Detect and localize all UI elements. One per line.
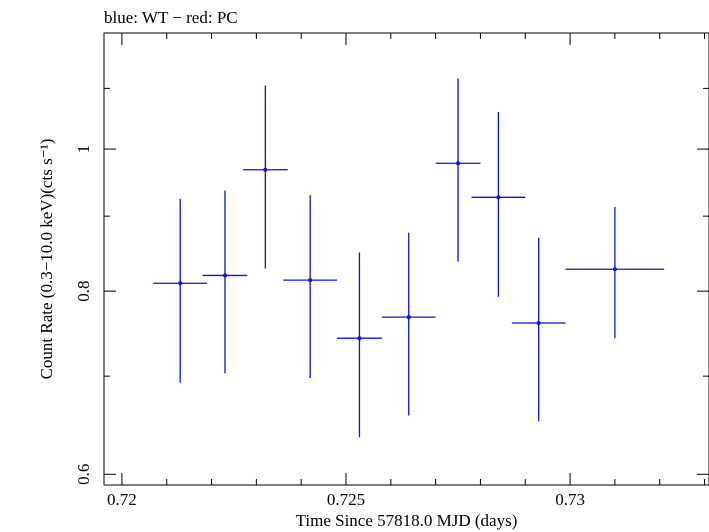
data-point — [202, 190, 248, 374]
data-marker — [456, 161, 461, 166]
data-marker — [406, 315, 411, 320]
y-tick-label: 1 — [74, 145, 93, 154]
y-tick-label: 0.6 — [74, 464, 93, 485]
x-axis-label: Time Since 57818.0 MJD (days) — [296, 511, 518, 530]
y-axis-label: Count Rate (0.3−10.0 keV)(cts s⁻¹) — [37, 139, 56, 380]
plot-frame — [103, 32, 709, 486]
data-point — [435, 78, 481, 262]
data-point — [242, 85, 288, 269]
x-tick-label: 0.725 — [327, 490, 365, 509]
data-point — [381, 232, 436, 416]
data-point — [565, 207, 665, 339]
data-marker — [223, 273, 227, 278]
data-marker — [536, 320, 541, 325]
data-point — [337, 252, 382, 438]
x-tick-label: 0.73 — [555, 490, 585, 509]
data-point — [153, 198, 208, 383]
data-marker — [178, 281, 183, 286]
data-marker — [357, 336, 362, 341]
y-tick-label: 0.8 — [74, 281, 93, 302]
data-marker — [263, 167, 268, 172]
data-point — [283, 195, 338, 378]
data-points — [153, 78, 665, 438]
axis-ticks — [104, 33, 709, 485]
data-marker — [308, 278, 313, 283]
axis-tick-labels: 0.72 0.725 0.73 0.6 0.8 1 — [74, 145, 585, 509]
data-point — [511, 237, 566, 422]
x-tick-label: 0.72 — [107, 490, 137, 509]
data-point — [471, 111, 526, 297]
data-marker — [612, 267, 617, 272]
chart-title: blue: WT − red: PC — [104, 8, 238, 27]
data-marker — [496, 195, 501, 200]
